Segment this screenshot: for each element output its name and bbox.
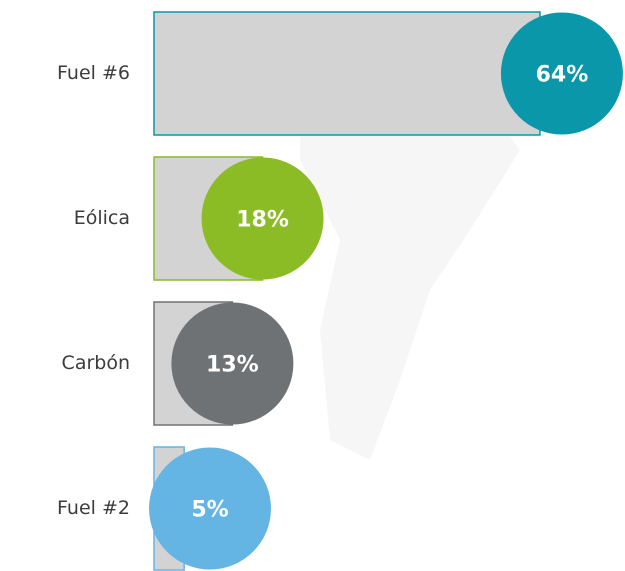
value-bubble: [171, 302, 294, 425]
value-label: 5%: [191, 498, 228, 523]
category-label: Carbón: [62, 352, 130, 374]
category-label: Fuel #2: [57, 497, 130, 519]
value-bubble: [500, 12, 623, 135]
category-label: Fuel #6: [57, 62, 130, 84]
value-bubble: [149, 447, 271, 570]
value-label: 64%: [536, 63, 589, 88]
bar: [153, 11, 541, 136]
value-label: 13%: [206, 353, 259, 378]
value-label: 18%: [236, 208, 289, 233]
value-bubble: [201, 157, 324, 280]
category-label: Eólica: [74, 207, 130, 229]
